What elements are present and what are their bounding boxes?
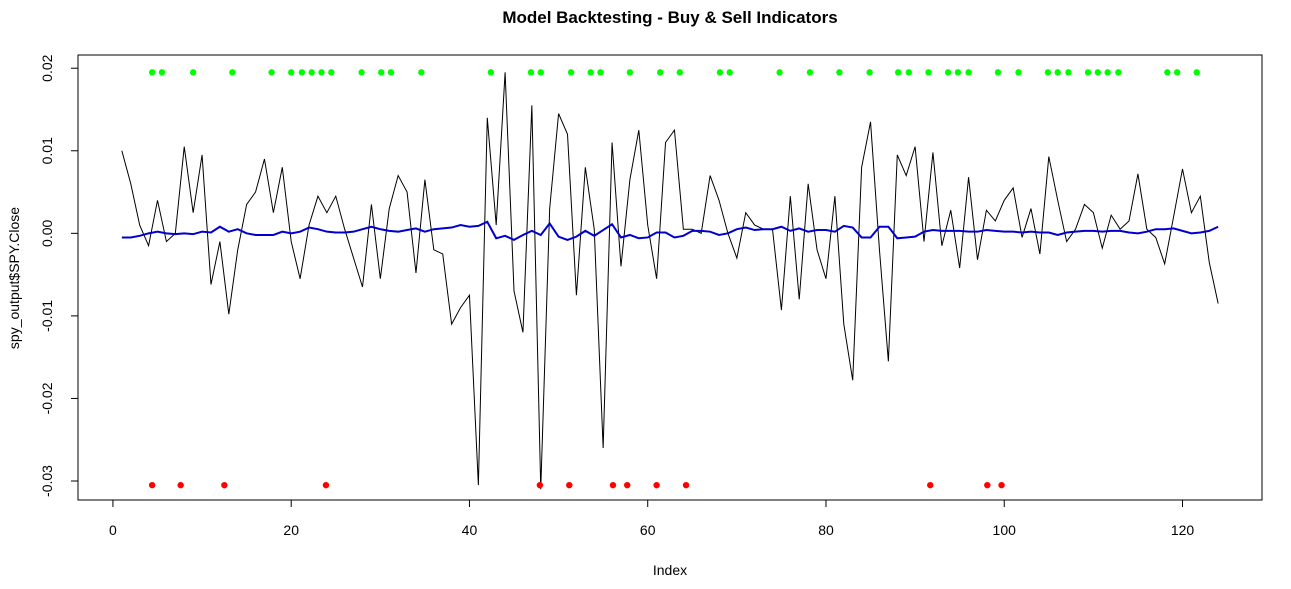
signal-point (716, 69, 724, 76)
y-tick-label: -0.03 (39, 465, 55, 497)
y-tick-label: -0.02 (39, 382, 55, 414)
signal-point (308, 69, 315, 76)
signal-point (1094, 69, 1102, 76)
signal-point (676, 69, 684, 76)
signal-point (656, 69, 664, 76)
signal-point (927, 481, 934, 489)
signal-point (994, 69, 1002, 76)
signal-point (566, 481, 573, 489)
signal-point (148, 69, 156, 76)
signal-point (925, 69, 932, 76)
signal-point (597, 69, 604, 76)
signal-point (221, 481, 228, 489)
x-tick-label: 40 (462, 522, 478, 538)
signal-point (298, 69, 306, 76)
y-axis-label: spy_output$SPY.Close (6, 207, 22, 349)
line (121, 72, 1219, 490)
signal-point (682, 481, 690, 489)
signal-point (567, 69, 575, 76)
signal-point (726, 69, 733, 76)
signal-point (1115, 69, 1122, 76)
x-tick-label: 100 (993, 522, 1017, 538)
signal-point (387, 69, 395, 76)
x-tick-label: 80 (818, 522, 834, 538)
signal-point (148, 481, 156, 489)
signal-point (318, 69, 325, 76)
signal-point (1084, 69, 1092, 76)
signal-point (158, 69, 166, 76)
signal-point (1104, 69, 1111, 76)
line (121, 220, 1219, 242)
signal-point (894, 69, 902, 76)
x-axis-label: Index (653, 562, 687, 578)
signal-point (806, 69, 814, 76)
signal-point (418, 69, 425, 76)
signal-point (776, 69, 783, 76)
signal-point (624, 481, 631, 489)
signal-point (1065, 69, 1072, 76)
x-tick-label: 20 (283, 522, 299, 538)
signal-point (1164, 69, 1171, 76)
signal-point (653, 481, 660, 489)
signal-point (527, 69, 535, 76)
signal-point (537, 69, 544, 76)
y-tick-label: 0.01 (39, 137, 55, 164)
signal-point (287, 69, 295, 76)
signal-point (358, 69, 365, 76)
chart-title: Model Backtesting - Buy & Sell Indicator… (502, 8, 837, 27)
signal-point (487, 69, 495, 76)
signal-point (905, 69, 913, 76)
signal-point (626, 69, 634, 76)
x-tick-label: 60 (640, 522, 656, 538)
signal-point (1193, 69, 1200, 76)
signal-point (1015, 69, 1022, 76)
signal-point (866, 69, 873, 76)
signal-point (1173, 69, 1181, 76)
signal-point (984, 481, 991, 489)
signal-point (536, 481, 544, 489)
signal-point (189, 69, 197, 76)
signal-point (322, 481, 330, 489)
signal-point (229, 69, 236, 76)
signal-point (177, 481, 184, 489)
y-tick-label: -0.01 (39, 300, 55, 332)
signal-point (609, 481, 617, 489)
signal-point (268, 69, 275, 76)
signal-point (587, 69, 594, 76)
signal-point (998, 481, 1005, 489)
signal-point (944, 69, 952, 76)
y-tick-label: 0.02 (39, 54, 55, 81)
x-tick-label: 0 (109, 522, 117, 538)
plot-frame (77, 54, 1263, 501)
signal-point (836, 69, 843, 76)
y-tick-label: 0.00 (39, 219, 55, 246)
signal-point (378, 69, 385, 76)
signal-point (1054, 69, 1061, 76)
x-tick-label: 120 (1171, 522, 1195, 538)
signal-point (328, 69, 335, 76)
signal-point (965, 69, 972, 76)
signal-point (1044, 69, 1052, 76)
signal-point (954, 69, 962, 76)
